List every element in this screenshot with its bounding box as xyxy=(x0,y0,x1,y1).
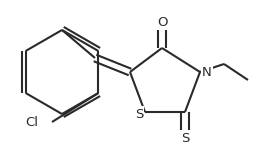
Text: S: S xyxy=(181,131,189,145)
Text: Cl: Cl xyxy=(25,115,38,128)
Text: O: O xyxy=(157,15,167,28)
Text: S: S xyxy=(135,107,143,121)
Text: N: N xyxy=(202,66,212,79)
